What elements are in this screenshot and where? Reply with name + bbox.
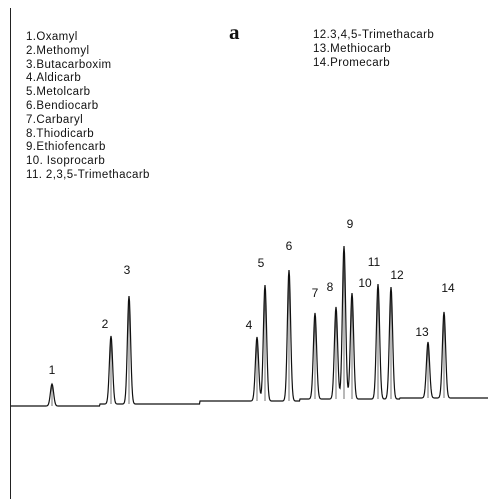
legend-entry: 11. 2,3,5-Trimethacarb: [26, 168, 150, 181]
legend-entry: 8.Thiodicarb: [26, 127, 95, 140]
legend-entry: 3.Butacarboxim: [26, 58, 112, 71]
legend-entry: 14.Promecarb: [313, 56, 391, 69]
legend-left: 1.Oxamyl 2.Methomyl 3.Butacarboxim 4.Aldica…: [26, 31, 150, 183]
peak-label-12: 12: [390, 268, 404, 282]
peak-label-10: 10: [358, 276, 372, 290]
peak-label-7: 7: [312, 286, 319, 300]
trace-line: [11, 245, 488, 407]
legend-entry: 10. Isoprocarb: [26, 155, 106, 168]
legend-entry: 4.Aldicarb: [26, 72, 82, 85]
panel-label: a: [229, 20, 240, 44]
legend-entry: 1.Oxamyl: [26, 31, 78, 43]
legend-entry: 5.Metolcarb: [26, 86, 91, 99]
legend-entry: 7.Carbaryl: [26, 113, 84, 126]
peak-label-3: 3: [124, 263, 131, 277]
peak-label-13: 13: [415, 325, 429, 339]
legend-entry: 2.Methomyl: [26, 44, 90, 57]
peak-label-1: 1: [49, 363, 56, 377]
legend-entry: 9.Ethiofencarb: [26, 141, 106, 154]
legend-right: 12.3,4,5-Trimethacarb 13.Methiocarb 14.Pro…: [313, 29, 434, 70]
legend-entry: 6.Bendiocarb: [26, 99, 99, 112]
peak-label-4: 4: [246, 318, 253, 332]
peak-label-9: 9: [347, 217, 354, 231]
chromatogram-trace: [11, 245, 488, 407]
peak-label-11: 11: [368, 255, 381, 269]
legend-entry: 13.Methiocarb: [313, 42, 392, 55]
peak-label-2: 2: [102, 317, 109, 331]
peak-label-5: 5: [258, 256, 265, 270]
peak-label-14: 14: [441, 281, 455, 295]
legend-entry: 12.3,4,5-Trimethacarb: [313, 29, 435, 41]
peak-label-6: 6: [286, 239, 293, 253]
peak-label-8: 8: [327, 280, 334, 294]
